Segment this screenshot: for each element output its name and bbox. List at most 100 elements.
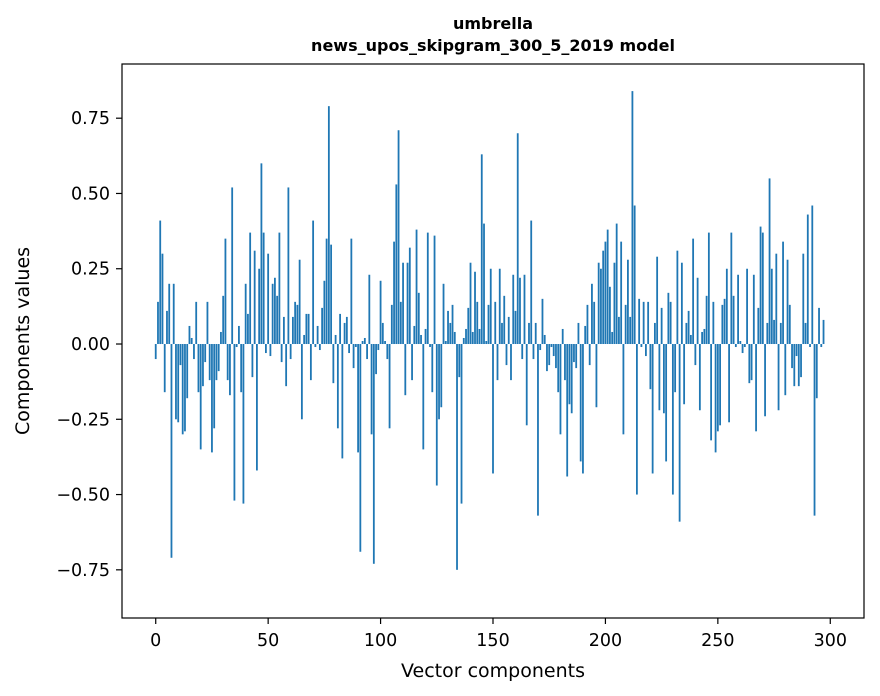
bar-297 bbox=[822, 319, 825, 345]
bar-152 bbox=[496, 344, 499, 381]
bar-56 bbox=[280, 344, 283, 363]
bar-38 bbox=[240, 344, 243, 393]
bar-223 bbox=[656, 256, 659, 345]
bar-116 bbox=[415, 229, 418, 345]
bar-162 bbox=[519, 277, 521, 345]
x-tick-label: 200 bbox=[589, 631, 622, 651]
bar-115 bbox=[413, 325, 416, 345]
bar-10 bbox=[177, 344, 180, 423]
bar-98 bbox=[375, 344, 377, 375]
bar-154 bbox=[501, 322, 503, 345]
bar-136 bbox=[460, 344, 463, 504]
bar-198 bbox=[600, 268, 602, 345]
bar-112 bbox=[406, 262, 409, 345]
bar-206 bbox=[618, 316, 620, 345]
bar-279 bbox=[782, 241, 784, 345]
bar-60 bbox=[289, 344, 292, 360]
bar-77 bbox=[327, 106, 330, 345]
bar-276 bbox=[775, 253, 778, 345]
bar-273 bbox=[768, 178, 771, 345]
bar-255 bbox=[728, 344, 730, 423]
bar-189 bbox=[579, 344, 582, 462]
bar-258 bbox=[734, 344, 737, 348]
bar-125 bbox=[435, 344, 438, 486]
bar-6 bbox=[168, 283, 171, 345]
bar-199 bbox=[602, 250, 605, 345]
bar-151 bbox=[494, 301, 497, 345]
x-tick-label: 0 bbox=[150, 631, 161, 651]
bar-34 bbox=[231, 187, 234, 345]
bar-31 bbox=[224, 238, 227, 345]
bar-19 bbox=[197, 344, 200, 393]
bar-280 bbox=[784, 344, 787, 396]
bar-289 bbox=[804, 322, 807, 345]
bar-204 bbox=[613, 262, 616, 345]
x-tick-label: 150 bbox=[476, 631, 509, 651]
bar-220 bbox=[649, 344, 652, 390]
bar-271 bbox=[764, 344, 766, 417]
bar-202 bbox=[609, 286, 611, 345]
bar-41 bbox=[247, 313, 249, 345]
bar-64 bbox=[298, 259, 301, 345]
bar-72 bbox=[316, 325, 319, 345]
bar-282 bbox=[788, 304, 791, 345]
bar-143 bbox=[476, 301, 479, 345]
bar-288 bbox=[802, 253, 805, 345]
bar-200 bbox=[604, 241, 607, 345]
bar-111 bbox=[404, 344, 407, 396]
bar-158 bbox=[510, 344, 512, 381]
bar-277 bbox=[777, 344, 780, 411]
x-axis-label: Vector components bbox=[401, 660, 585, 682]
bar-243 bbox=[701, 331, 704, 345]
bar-184 bbox=[568, 344, 571, 405]
bar-186 bbox=[573, 344, 575, 363]
bar-146 bbox=[483, 223, 485, 345]
bar-231 bbox=[674, 344, 677, 393]
bar-32 bbox=[226, 344, 229, 381]
bar-212 bbox=[631, 91, 634, 345]
bar-207 bbox=[620, 241, 623, 345]
bar-262 bbox=[743, 344, 746, 348]
bar-3 bbox=[161, 253, 164, 345]
bar-172 bbox=[541, 298, 544, 345]
bar-63 bbox=[296, 304, 299, 345]
bar-86 bbox=[348, 344, 350, 354]
bar-16 bbox=[190, 337, 193, 345]
bar-25 bbox=[211, 344, 213, 453]
bar-89 bbox=[354, 344, 357, 348]
bar-40 bbox=[244, 283, 247, 345]
bar-194 bbox=[591, 283, 593, 345]
bar-221 bbox=[651, 344, 654, 474]
bar-163 bbox=[521, 344, 524, 360]
bar-134 bbox=[456, 344, 458, 570]
bar-167 bbox=[530, 220, 533, 345]
bar-179 bbox=[557, 344, 560, 393]
bar-183 bbox=[566, 344, 569, 477]
bar-62 bbox=[294, 301, 297, 345]
bar-8 bbox=[172, 283, 175, 345]
bar-58 bbox=[285, 344, 288, 387]
bar-85 bbox=[345, 316, 348, 345]
bar-169 bbox=[534, 322, 537, 345]
bar-268 bbox=[757, 307, 760, 345]
bar-208 bbox=[622, 344, 625, 435]
bar-108 bbox=[397, 130, 400, 345]
bar-53 bbox=[274, 277, 276, 345]
bar-127 bbox=[440, 344, 443, 408]
bar-166 bbox=[528, 322, 530, 345]
bar-128 bbox=[442, 283, 445, 345]
bar-213 bbox=[633, 205, 636, 345]
bar-197 bbox=[597, 262, 600, 345]
bar-272 bbox=[766, 322, 769, 345]
bar-61 bbox=[291, 316, 294, 345]
bar-173 bbox=[543, 334, 546, 345]
bar-33 bbox=[229, 344, 231, 396]
bar-50 bbox=[267, 253, 270, 345]
bar-176 bbox=[550, 344, 553, 348]
bar-132 bbox=[451, 304, 454, 345]
y-tick-label: 0.00 bbox=[71, 335, 110, 355]
x-tick-label: 100 bbox=[364, 631, 397, 651]
bar-159 bbox=[512, 274, 515, 345]
bar-142 bbox=[474, 271, 476, 345]
bar-137 bbox=[462, 337, 465, 345]
